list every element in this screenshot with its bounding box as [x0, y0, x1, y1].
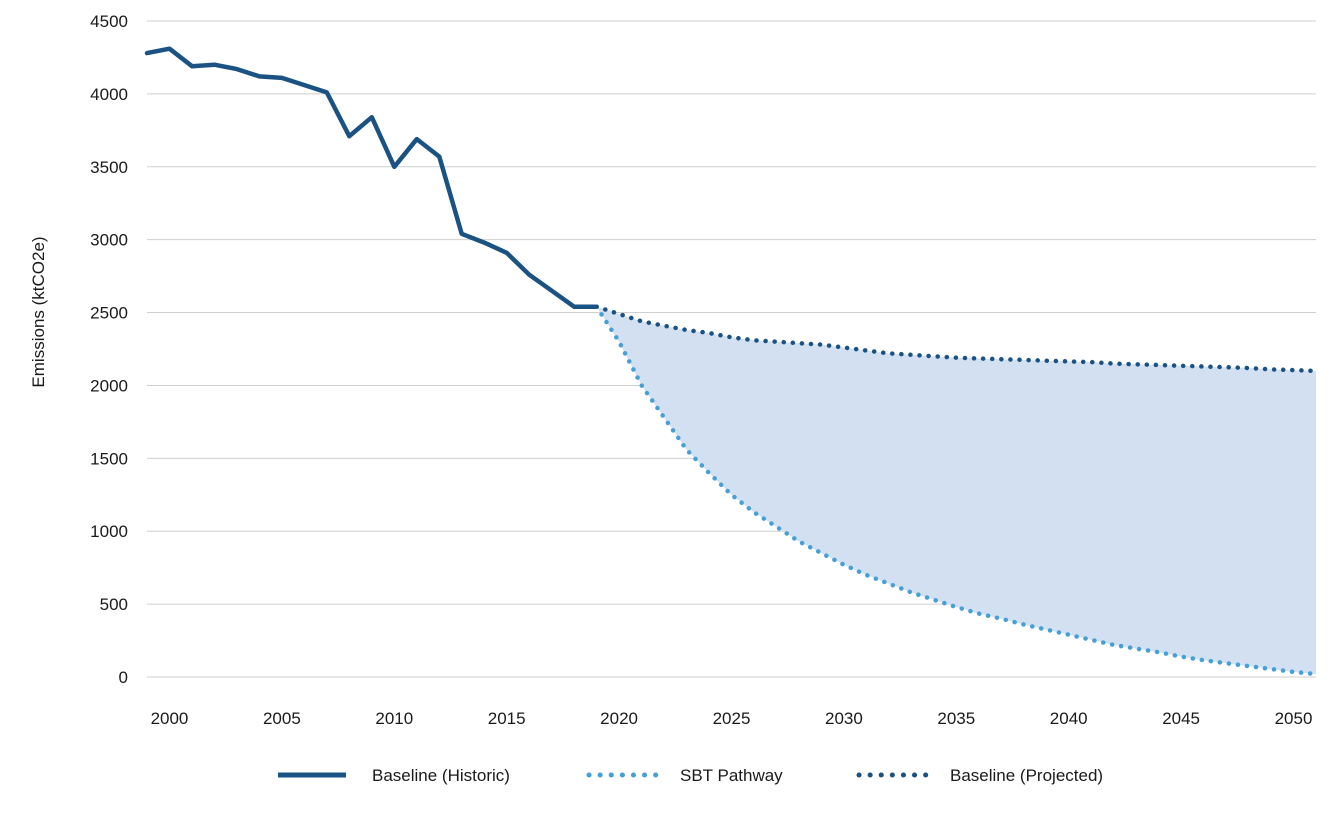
legend-item: Baseline (Historic): [278, 766, 510, 785]
gap-fill-area: [596, 306, 1316, 675]
x-tick-label: 2050: [1275, 709, 1313, 728]
y-tick-label: 1000: [90, 522, 128, 541]
y-axis: 0 500 1000 1500 2000 2500 3000 3500 4000 4500: [90, 12, 128, 687]
y-tick-label: 4000: [90, 85, 128, 104]
x-tick-label: 2025: [713, 709, 751, 728]
x-axis: 2000 2005 2010 2015 2020 2025 2030 2035 2040 2045…: [151, 709, 1313, 728]
legend-item: Baseline (Projected): [856, 766, 1103, 785]
legend-label: SBT Pathway: [680, 766, 783, 785]
y-axis-label: Emissions (ktCO2e): [29, 236, 48, 387]
series-line-baseline-projected: [594, 304, 1319, 374]
legend-item: SBT Pathway: [586, 766, 783, 785]
y-tick-label: 2500: [90, 304, 128, 323]
series-line-baseline-historic: [144, 46, 599, 309]
gap-area: [596, 306, 1316, 675]
series-lines: [144, 46, 1319, 677]
y-tick-label: 2000: [90, 376, 128, 395]
y-tick-label: 0: [119, 668, 128, 687]
legend-label: Baseline (Historic): [372, 766, 510, 785]
legend: Baseline (Historic) SBT Pathway Baseline (…: [278, 766, 1103, 785]
y-tick-label: 1500: [90, 449, 128, 468]
x-tick-label: 2000: [151, 709, 189, 728]
x-tick-label: 2005: [263, 709, 301, 728]
legend-label: Baseline (Projected): [950, 766, 1103, 785]
x-tick-label: 2045: [1162, 709, 1200, 728]
x-tick-label: 2020: [600, 709, 638, 728]
x-tick-label: 2030: [825, 709, 863, 728]
y-tick-label: 3500: [90, 158, 128, 177]
y-tick-label: 500: [100, 595, 128, 614]
x-tick-label: 2010: [375, 709, 413, 728]
x-tick-label: 2015: [488, 709, 526, 728]
y-tick-label: 4500: [90, 12, 128, 31]
x-tick-label: 2035: [937, 709, 975, 728]
x-tick-label: 2040: [1050, 709, 1088, 728]
y-tick-label: 3000: [90, 231, 128, 250]
